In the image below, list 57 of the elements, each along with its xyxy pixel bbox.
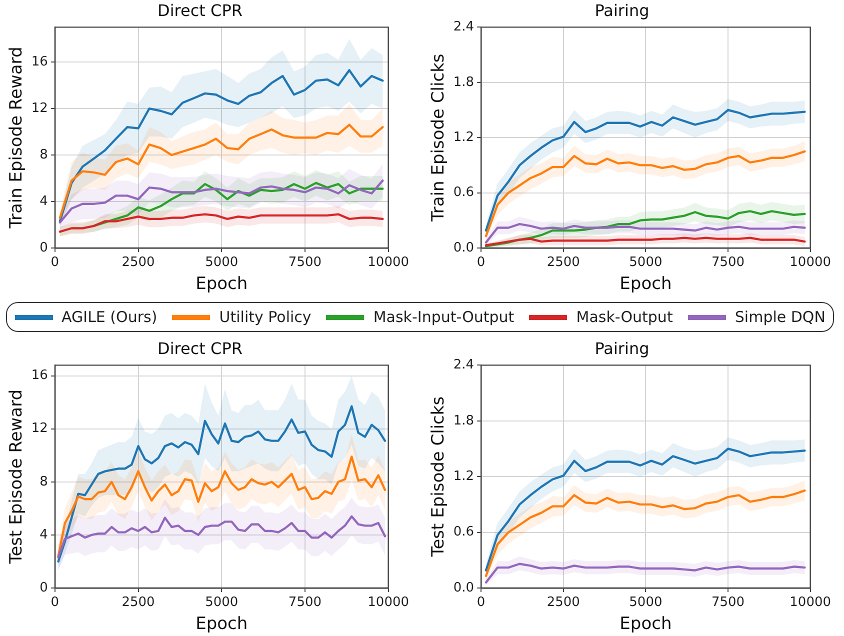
x-tick-label: 0 — [476, 595, 486, 610]
x-tick-label: 10000 — [790, 595, 831, 610]
y-axis-title: Test Episode Reward — [6, 389, 27, 565]
x-tick-label: 0 — [50, 595, 60, 610]
x-tick-label: 10000 — [368, 255, 409, 270]
y-tick-label: 1.2 — [453, 130, 474, 145]
x-tick-label: 2500 — [122, 595, 155, 610]
legend-label: Simple DQN — [734, 308, 826, 326]
y-tick-label: 16 — [31, 54, 48, 70]
y-tick-label: 12 — [31, 100, 48, 116]
x-tick-label: 5000 — [629, 255, 662, 270]
y-tick-label: 2.4 — [453, 20, 474, 35]
legend-label: AGILE (Ours) — [62, 308, 158, 326]
chart-title: Pairing — [594, 338, 650, 358]
y-tick-label: 1.8 — [453, 74, 474, 90]
legend-label: Mask-Output — [576, 308, 673, 326]
chart-title: Direct CPR — [158, 0, 242, 20]
x-tick-label: 5000 — [205, 595, 238, 610]
y-tick-label: 12 — [31, 421, 48, 436]
x-tick-label: 7500 — [711, 595, 745, 610]
y-tick-label: 4 — [40, 527, 48, 542]
y-tick-label: 0.6 — [453, 185, 474, 200]
x-axis-title: Epoch — [196, 614, 248, 634]
y-tick-label: 0 — [40, 240, 48, 256]
x-tick-label: 0 — [476, 255, 486, 270]
y-tick-label: 2.4 — [453, 358, 474, 373]
legend-label: Utility Policy — [219, 308, 312, 326]
y-tick-label: 0.6 — [453, 524, 474, 540]
y-tick-label: 8 — [40, 474, 48, 490]
y-axis-title: Train Episode Clicks — [428, 54, 449, 222]
x-tick-label: 2500 — [546, 595, 580, 610]
y-tick-label: 1.2 — [453, 468, 474, 484]
y-tick-label: 0.0 — [453, 580, 474, 596]
y-tick-label: 4 — [40, 194, 48, 209]
x-tick-label: 7500 — [288, 255, 322, 270]
y-tick-label: 16 — [31, 368, 48, 384]
x-axis-title: Epoch — [196, 274, 248, 294]
x-tick-label: 10000 — [368, 595, 409, 610]
x-tick-label: 5000 — [205, 255, 238, 270]
y-tick-label: 1.8 — [453, 413, 474, 428]
x-tick-label: 5000 — [629, 595, 662, 610]
legend-label: Mask-Input-Output — [373, 308, 514, 326]
y-axis-title: Train Episode Reward — [6, 46, 27, 230]
x-tick-label: 2500 — [122, 255, 155, 270]
x-tick-label: 2500 — [546, 255, 580, 270]
chart-title: Pairing — [594, 0, 650, 20]
x-axis-title: Epoch — [620, 274, 672, 294]
y-tick-label: 0 — [40, 580, 48, 596]
x-tick-label: 10000 — [790, 255, 831, 270]
x-tick-label: 7500 — [288, 595, 322, 610]
x-axis-title: Epoch — [620, 614, 672, 634]
x-tick-label: 0 — [50, 255, 60, 270]
y-tick-label: 8 — [40, 147, 48, 162]
y-axis-title: Test Episode Clicks — [428, 396, 449, 558]
chart-title: Direct CPR — [158, 338, 242, 358]
x-tick-label: 7500 — [711, 255, 745, 270]
y-tick-label: 0.0 — [453, 240, 474, 256]
